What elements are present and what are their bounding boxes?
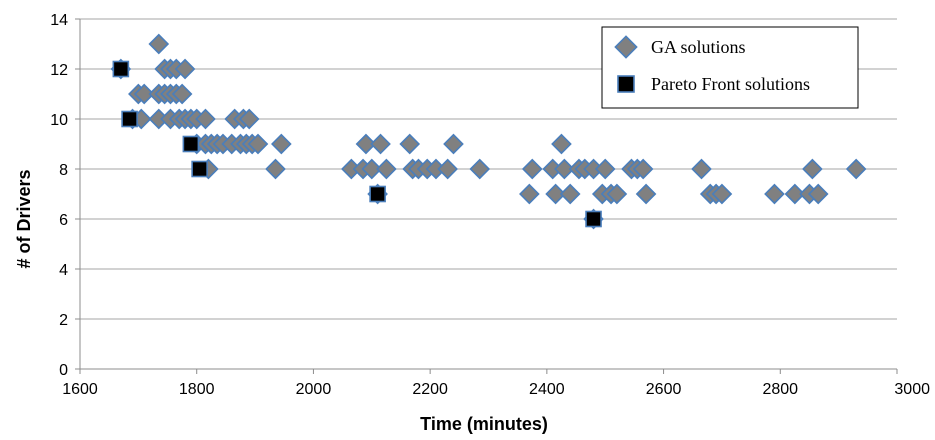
ga-solution-point: [437, 158, 458, 180]
ga-solution-point: [148, 108, 170, 130]
ga-solution-point: [545, 183, 566, 205]
ga-solution-point: [635, 183, 657, 205]
ga-solution-point: [559, 183, 581, 205]
ga-solution-point: [271, 133, 292, 155]
ga-solution-point: [551, 133, 572, 155]
ga-solution-point: [443, 133, 464, 155]
x-tick-label: 2400: [529, 381, 565, 398]
y-tick-labels: 0 2 4 6 8 10 12 14: [50, 12, 68, 379]
y-tick-label: 8: [59, 162, 68, 179]
ga-solution-point: [238, 108, 260, 130]
pareto-front-points: [112, 60, 602, 228]
y-tick-label: 6: [59, 212, 68, 229]
x-axis-title: Time (minutes): [420, 414, 548, 434]
ga-solution-point: [807, 183, 829, 205]
legend-pareto-marker: [617, 75, 635, 93]
y-tick-label: 10: [50, 112, 68, 129]
ga-solution-point: [521, 158, 543, 180]
y-axis-title: # of Drivers: [14, 169, 34, 268]
ga-solution-point: [691, 158, 712, 180]
ga-solution-point: [355, 133, 377, 155]
ga-solution-point: [632, 158, 654, 180]
x-tick-label: 2800: [762, 381, 798, 398]
ga-solution-point: [764, 183, 785, 205]
pareto-front-point: [585, 210, 602, 228]
x-tick-label: 2000: [296, 381, 332, 398]
x-tick-labels: 1600 1800 2000 2200 2400 2600 2800 3000: [62, 381, 930, 398]
ga-solution-point: [554, 158, 575, 180]
ga-solution-point: [361, 158, 383, 180]
y-tick-label: 2: [59, 312, 68, 329]
ga-solution-point: [606, 183, 628, 205]
pareto-front-point: [191, 160, 208, 178]
ga-solution-point: [784, 183, 806, 205]
ga-solution-point: [247, 133, 269, 155]
ga-solution-point: [171, 83, 193, 105]
ga-solution-point: [594, 158, 616, 180]
legend: GA solutions Pareto Front solutions: [601, 26, 859, 109]
ga-solution-point: [370, 133, 391, 155]
legend-box: [601, 26, 859, 109]
ga-solution-point: [341, 158, 362, 180]
ga-solution-point: [583, 158, 604, 180]
y-tick-label: 0: [59, 362, 68, 379]
ga-solution-point: [425, 158, 447, 180]
ga-solution-point: [148, 33, 170, 55]
ga-solution-point: [376, 158, 397, 180]
pareto-front-point: [369, 185, 386, 203]
y-tick-label: 14: [50, 12, 68, 29]
legend-ga-marker: [614, 35, 638, 59]
y-tick-label: 12: [50, 62, 68, 79]
ga-solution-point: [265, 158, 286, 180]
pareto-front-point: [112, 60, 130, 78]
ga-solution-point: [195, 108, 216, 130]
ga-solution-point: [542, 158, 564, 180]
x-tick-label: 1800: [179, 381, 215, 398]
ga-solution-point: [711, 183, 733, 205]
legend-ga-label: GA solutions: [651, 37, 746, 57]
x-tick-label: 2600: [646, 381, 682, 398]
ga-solution-point: [469, 158, 491, 180]
pareto-front-point: [182, 135, 200, 153]
ga-solution-point: [133, 83, 155, 105]
x-tick-label: 1600: [62, 381, 98, 398]
pareto-front-point: [121, 110, 138, 128]
ga-solution-point: [174, 58, 196, 80]
axes: [75, 18, 898, 374]
legend-pareto-label: Pareto Front solutions: [651, 74, 810, 94]
x-tick-label: 2200: [412, 381, 448, 398]
ga-solution-point: [802, 158, 823, 180]
x-tick-label: 3000: [894, 381, 930, 398]
ga-solution-point: [399, 133, 421, 155]
ga-solution-point: [845, 158, 867, 180]
y-tick-label: 4: [59, 262, 68, 279]
ga-solution-point: [519, 183, 540, 205]
